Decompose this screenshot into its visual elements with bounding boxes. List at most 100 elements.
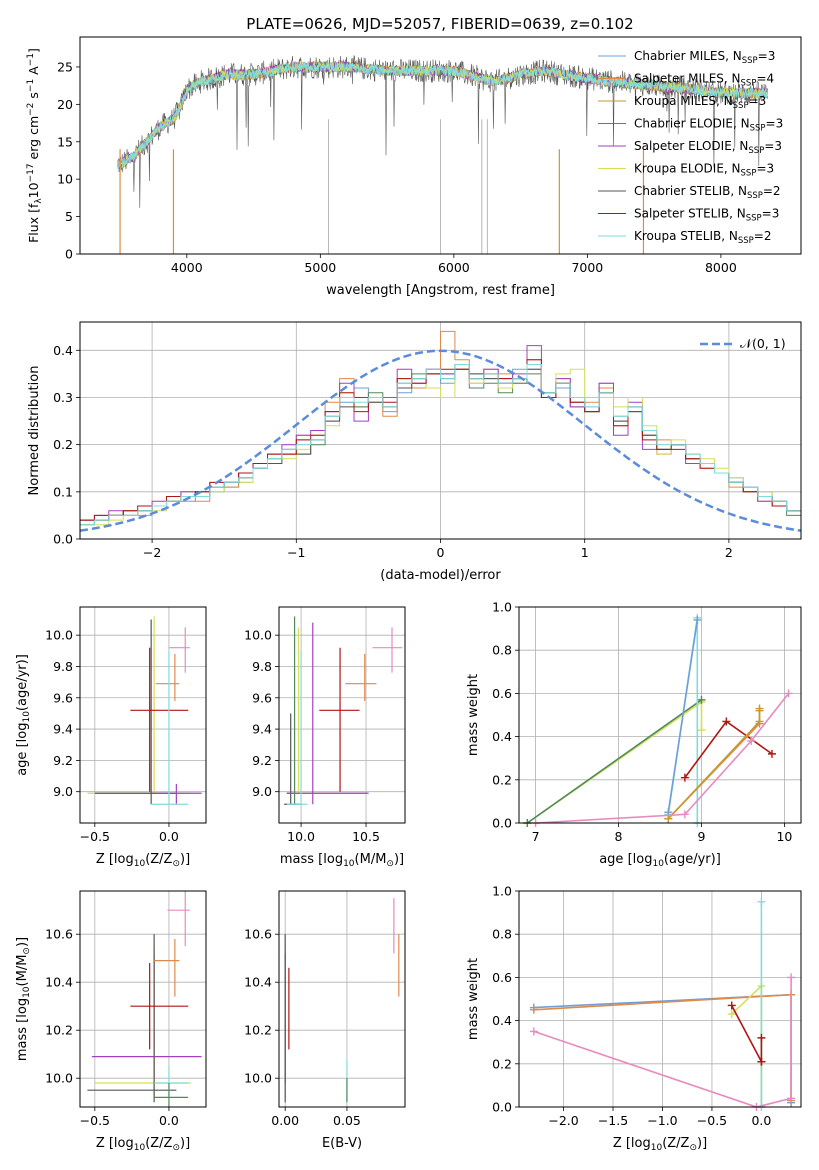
y-tick-label: 0.1 — [53, 484, 73, 499]
y-tick-label: 1.0 — [492, 884, 512, 899]
y-axis-label: Flux [fλ10−17 erg cm−2 s−1 A−1] — [26, 48, 44, 243]
histogram-series-line — [80, 359, 801, 521]
y-tick-label: 10.2 — [244, 1023, 272, 1038]
histogram-lines — [80, 330, 801, 532]
label-sub: 10 — [652, 859, 664, 869]
y-tick-label: 10.0 — [244, 628, 272, 643]
axes-frame — [79, 890, 207, 1108]
y-tick-label: 9.2 — [252, 753, 272, 768]
label-part: −17 — [26, 163, 36, 182]
label-part: )] — [180, 852, 190, 867]
massweight-vs-Z-panel: −2.0 −1.5 −1.0 −0.5 0.0 0.0 0.2 0.4 0.6 0.8 1.0 Z [… — [466, 884, 802, 1153]
label-part: ] — [26, 48, 41, 53]
x-axis-label: Z [log10(Z/Z⊙)] — [96, 1136, 190, 1153]
x-axis-label: Z [log10(Z/Z⊙)] — [613, 1136, 707, 1153]
label-part: s — [26, 92, 41, 103]
axes-frame — [278, 890, 406, 1108]
plus-marker — [787, 1094, 796, 1103]
y-tick-label: 10 — [57, 172, 73, 187]
legend-entry: Kroupa STELIB, NSSP=2 — [634, 229, 772, 246]
axes-frame — [518, 606, 802, 824]
legend-label: Chabrier MILES, N — [634, 49, 742, 63]
age-vs-mass-panel: 10.0 10.5 9.0 9.2 9.4 9.6 9.8 10.0 mass [log10(M… — [244, 606, 406, 869]
legend-entry: Chabrier STELIB, NSSP=2 — [634, 184, 781, 201]
y-tick-label: 0.0 — [492, 816, 512, 831]
label-part: )] — [180, 1136, 190, 1151]
y-tick-label: 1.0 — [492, 600, 512, 615]
y-tick-label: 10.4 — [244, 975, 272, 990]
label-part: Z [log — [613, 1136, 651, 1151]
y-tick-label: 9.0 — [252, 784, 272, 799]
label-part: mass [log — [280, 852, 343, 867]
label-sub: 10 — [134, 859, 146, 869]
spectrum-lines — [117, 54, 768, 254]
label-sub: 10 — [134, 1143, 146, 1153]
label-part: )] — [15, 937, 30, 947]
axes-frame — [518, 890, 802, 1108]
legend-label-end: =2 — [763, 184, 781, 198]
errorbar-group — [284, 898, 400, 1103]
legend-label-end: =2 — [754, 229, 772, 243]
weight-line — [731, 984, 763, 1107]
plus-marker — [693, 615, 702, 624]
y-tick-label: 15 — [57, 134, 73, 149]
label-part: Flux [f — [26, 203, 41, 243]
sun-symbol: ⊙ — [386, 859, 394, 869]
legend-sub: SSP — [738, 236, 754, 246]
legend-entry: Salpeter MILES, NSSP=4 — [634, 72, 774, 89]
y-tick-label: 10.0 — [45, 628, 73, 643]
y-tick-label: 25 — [57, 59, 73, 74]
label-part: 10 — [26, 182, 41, 198]
plus-marker — [784, 689, 793, 698]
label-part: (Z/Z — [662, 1136, 689, 1151]
plus-marker — [757, 1057, 766, 1066]
plus-marker — [727, 1010, 736, 1019]
line-group — [529, 897, 796, 1111]
legend-label-end: =3 — [766, 117, 784, 131]
label-part: erg cm — [26, 116, 41, 164]
legend-label: Salpeter MILES, N — [634, 72, 741, 86]
label-part: age [log — [15, 723, 30, 776]
y-tick-label: 0.2 — [492, 772, 512, 787]
y-tick-label: 0.4 — [53, 343, 73, 358]
y-tick-label: 0 — [65, 247, 73, 262]
label-sub: 10 — [22, 711, 32, 723]
sun-symbol: ⊙ — [22, 947, 32, 955]
y-axis-label: Normed distribution — [27, 366, 42, 496]
weight-line — [730, 1005, 763, 1062]
y-tick-label: 9.4 — [252, 722, 272, 737]
y-tick-label: 10.2 — [45, 1023, 73, 1038]
mass-vs-EBV-panel: 0.00 0.05 10.0 10.2 10.4 10.6 E(B-V) — [244, 890, 406, 1151]
plus-marker — [787, 973, 796, 982]
legend-label: Salpeter STELIB, N — [634, 207, 746, 221]
x-axis-label: E(B-V) — [322, 1136, 362, 1151]
legend-entry: Chabrier MILES, NSSP=3 — [634, 49, 775, 66]
legend-entry: Kroupa ELODIE, NSSP=3 — [634, 162, 774, 179]
y-tick-label: 9.2 — [53, 753, 73, 768]
plus-marker — [747, 736, 756, 745]
x-tick-label: 7 — [532, 829, 540, 844]
label-part: age [log — [599, 852, 652, 867]
legend-entry: Salpeter ELODIE, NSSP=3 — [634, 139, 782, 156]
residuals-panel: −2 −1 0 1 2 0.0 0.1 0.2 0.3 0.4 (data-model)/error… — [27, 321, 802, 583]
x-axis-label: Z [log10(Z/Z⊙)] — [96, 852, 190, 869]
x-tick-label: 7000 — [571, 260, 603, 275]
weight-line — [533, 977, 792, 1108]
axes-frame — [79, 606, 207, 824]
label-sub: 10 — [22, 986, 32, 998]
legend-entry: 𝒩(0, 1) — [740, 336, 786, 351]
label-part: −1 — [26, 53, 36, 66]
y-tick-label: 0.4 — [492, 1013, 512, 1028]
plus-marker — [680, 810, 689, 819]
axes-frame — [278, 606, 406, 824]
y-tick-label: 9.8 — [252, 659, 272, 674]
x-tick-label: 2 — [725, 545, 733, 560]
y-tick-label: 0.0 — [492, 1100, 512, 1115]
x-axis-label: age [log10(age/yr)] — [599, 852, 721, 869]
legend-label: Kroupa ELODIE, N — [634, 162, 741, 176]
errorbar-group — [87, 616, 202, 805]
x-axis-label: wavelength [Angstrom, rest frame] — [326, 283, 555, 298]
errorbar-group — [87, 891, 202, 1107]
line-group — [523, 613, 793, 827]
